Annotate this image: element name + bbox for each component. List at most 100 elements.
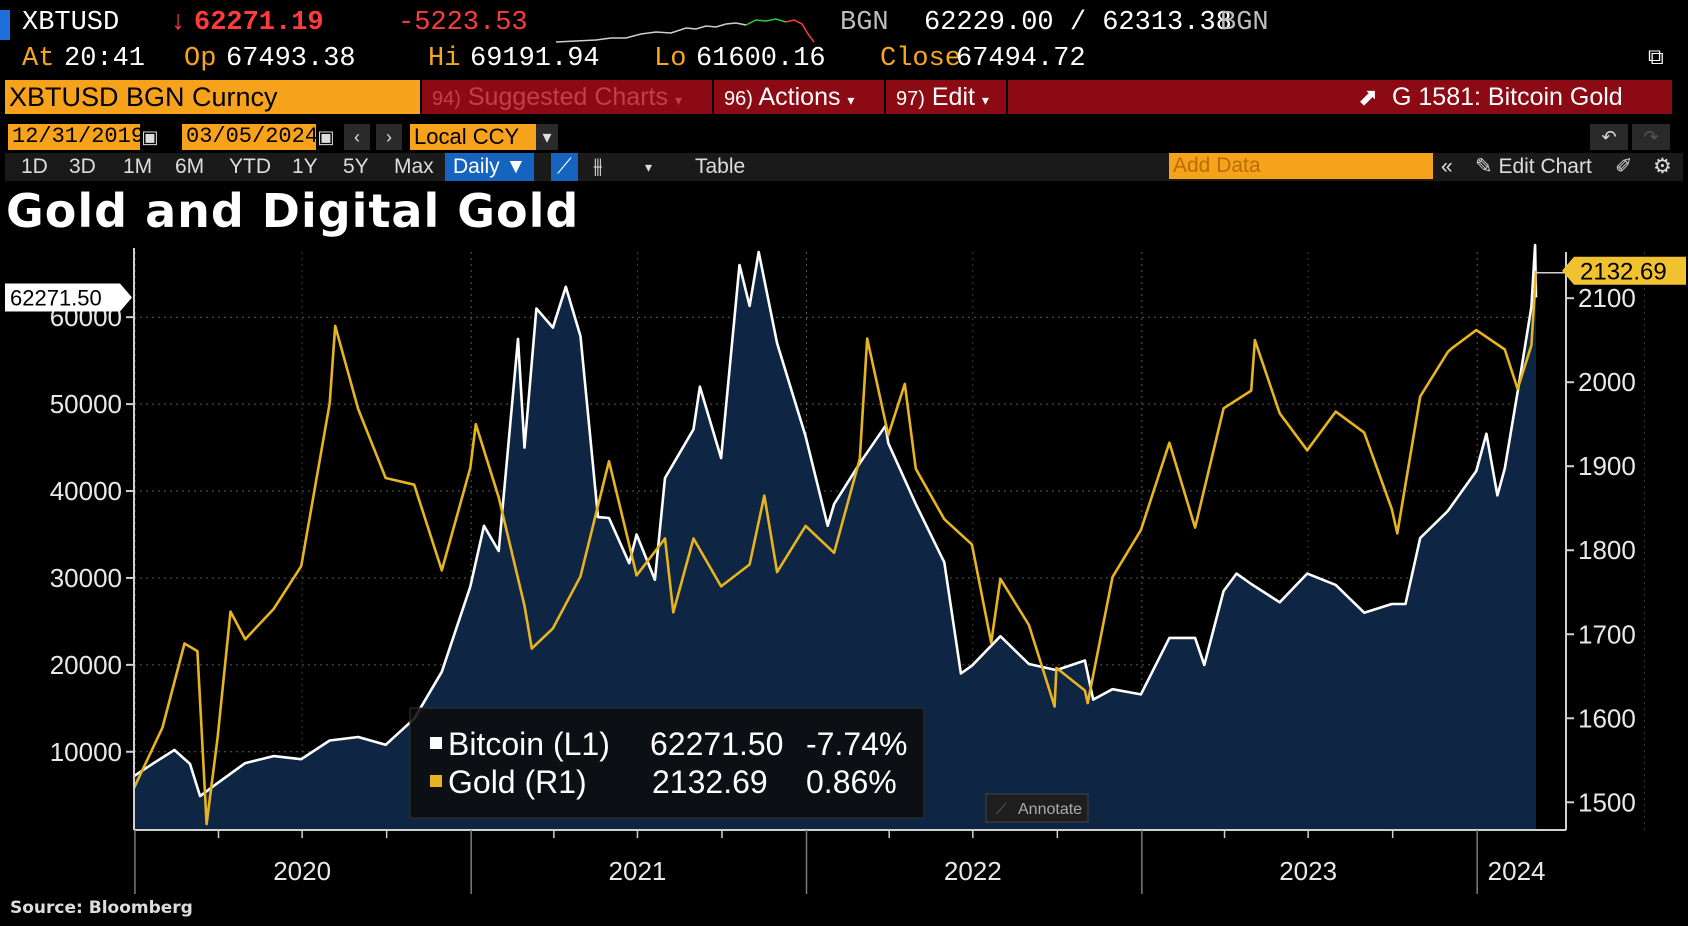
open-value: 67493.38 xyxy=(226,44,356,74)
external-link-icon: ⬈ xyxy=(1358,84,1379,111)
collapse-icon[interactable]: « xyxy=(1441,155,1453,178)
menu-bar: 94) Suggested Charts ▾ 96) Actions ▾ 97)… xyxy=(422,80,1672,114)
next-period-button[interactable]: › xyxy=(376,124,402,150)
start-date-input[interactable]: 12/31/2019 xyxy=(8,124,149,150)
right-tick-label: 2000 xyxy=(1578,367,1636,397)
chevron-down-icon[interactable]: ▾ xyxy=(536,124,558,150)
low-label: Lo xyxy=(654,44,687,74)
legend-gold-value: 2132.69 xyxy=(652,764,768,800)
legend-gold-swatch xyxy=(430,775,442,787)
right-tick-label: 1700 xyxy=(1578,619,1636,649)
right-tick-label: 2100 xyxy=(1578,283,1636,313)
right-tick-label: 1900 xyxy=(1578,451,1636,481)
undo-icon[interactable]: ↶ xyxy=(1590,124,1628,150)
gold-last-value: 2132.69 xyxy=(1580,259,1667,286)
range-6m[interactable]: 6M xyxy=(175,155,205,178)
ticker-symbol[interactable]: XBTUSD xyxy=(22,8,120,38)
x-tick-label: 2023 xyxy=(1279,856,1337,886)
sparkline-chart xyxy=(555,18,815,43)
low-value: 61600.16 xyxy=(696,44,826,74)
svg-text:Annotate: Annotate xyxy=(1018,801,1082,818)
edit-chart-button[interactable]: ✎ Edit Chart xyxy=(1475,155,1592,178)
left-tick-label: 50000 xyxy=(50,389,122,419)
draw-icon[interactable]: ✐ xyxy=(1615,155,1633,178)
bitcoin-last-tag: 62271.50 xyxy=(5,283,132,312)
calendar-icon[interactable]: ▣ xyxy=(140,124,160,150)
ticker-row: XBTUSD ↓ 62271.19 -5223.53 BGN 62229.00 … xyxy=(0,8,1688,44)
range-1y[interactable]: 1Y xyxy=(292,155,318,178)
x-tick-label: 2024 xyxy=(1488,856,1546,886)
left-tick-label: 40000 xyxy=(50,476,122,506)
sparkline xyxy=(555,14,818,55)
currency-select[interactable]: Local CCY xyxy=(410,124,542,150)
high-label: Hi xyxy=(428,44,461,74)
down-arrow-icon: ↓ xyxy=(170,8,187,38)
high-value: 69191.94 xyxy=(470,44,600,74)
left-tick-label: 20000 xyxy=(50,650,122,680)
right-axis: 1500 1600 1700 1800 1900 2000 2100 xyxy=(1566,283,1636,817)
close-label: Close xyxy=(880,44,962,74)
legend: Bitcoin (L1) 62271.50 -7.74% Gold (R1) 2… xyxy=(409,707,925,819)
end-date-input[interactable]: 03/05/2024 xyxy=(182,124,323,150)
range-5y[interactable]: 5Y xyxy=(343,155,369,178)
left-tick-label: 30000 xyxy=(50,563,122,593)
security-box[interactable]: XBTUSD BGN Curncy xyxy=(5,80,420,114)
edit-menu[interactable]: 97) Edit ▾ xyxy=(896,83,989,111)
legend-bitcoin-value: 62271.50 xyxy=(650,726,783,762)
frequency-select[interactable]: Daily ▼ xyxy=(445,153,535,181)
ohlc-row: At 20:41 Op 67493.38 Hi 69191.94 Lo 6160… xyxy=(0,44,1688,78)
table-button[interactable]: Table xyxy=(695,155,746,178)
redo-icon[interactable]: ↷ xyxy=(1632,124,1670,150)
range-ytd[interactable]: YTD xyxy=(229,155,271,178)
x-axis: 2020 2021 2022 2023 2024 xyxy=(134,830,1546,894)
annotate-button[interactable]: ⟋ Annotate xyxy=(985,793,1089,823)
legend-gold-change: 0.86% xyxy=(806,764,897,800)
last-price: 62271.19 xyxy=(194,8,324,38)
date-row: 12/31/2019 ▣ 03/05/2024 ▣ ‹ › Local CCY … xyxy=(0,124,1688,152)
suggested-charts-menu[interactable]: 94) Suggested Charts ▾ xyxy=(432,83,682,111)
gear-icon[interactable]: ⚙ xyxy=(1653,155,1672,178)
legend-bitcoin-swatch xyxy=(430,737,442,749)
range-max[interactable]: Max xyxy=(394,155,434,178)
left-tick-label: 10000 xyxy=(50,737,122,767)
bitcoin-last-value: 62271.50 xyxy=(10,285,102,310)
legend-bitcoin-name: Bitcoin (L1) xyxy=(448,726,610,762)
chevron-down-icon: ▾ xyxy=(847,92,855,108)
popout-icon[interactable]: ⧉ xyxy=(1648,46,1664,71)
bar-chart-icon[interactable]: ⫵ xyxy=(593,155,603,178)
range-1d[interactable]: 1D xyxy=(21,155,48,178)
axes xyxy=(133,248,1567,831)
range-bar: 1D 3D 1M 6M YTD 1Y 5Y Max Daily ▼ ⟋ ⫵ ▾ … xyxy=(5,153,1683,181)
prev-period-button[interactable]: ‹ xyxy=(344,124,370,150)
bid-ask: 62229.00 / 62313.38 xyxy=(924,8,1232,38)
pencil-icon: ⟋ xyxy=(996,801,1007,818)
ticker-marker xyxy=(0,10,10,40)
line-chart-icon[interactable]: ⟋ xyxy=(551,153,578,181)
chevron-down-icon[interactable]: ▾ xyxy=(645,159,653,175)
chart-title: Gold and Digital Gold xyxy=(6,184,580,238)
add-data-input[interactable]: Add Data xyxy=(1169,153,1433,179)
at-time: 20:41 xyxy=(64,44,146,74)
legend-gold-name: Gold (R1) xyxy=(448,764,587,800)
range-1m[interactable]: 1M xyxy=(123,155,153,178)
right-tick-label: 1800 xyxy=(1578,535,1636,565)
gold-last-tag: 2132.69 xyxy=(1562,256,1686,286)
open-label: Op xyxy=(184,44,217,74)
close-value: 67494.72 xyxy=(956,44,1086,74)
at-label: At xyxy=(22,44,55,74)
chart-id-link[interactable]: ⬈ G 1581: Bitcoin Gold xyxy=(1358,83,1623,111)
chevron-down-icon: ▾ xyxy=(981,92,989,108)
bitcoin-line xyxy=(133,243,1538,798)
ask-source: BGN xyxy=(1220,8,1269,38)
calendar-icon[interactable]: ▣ xyxy=(316,124,336,150)
legend-bitcoin-change: -7.74% xyxy=(806,726,907,762)
price-change: -5223.53 xyxy=(398,8,528,38)
gold-line xyxy=(132,270,1538,826)
x-tick-label: 2020 xyxy=(273,856,331,886)
actions-menu[interactable]: 96) Actions ▾ xyxy=(724,83,855,111)
source-note: Source: Bloomberg xyxy=(10,898,193,918)
right-tick-label: 1500 xyxy=(1578,787,1636,817)
range-3d[interactable]: 3D xyxy=(69,155,96,178)
